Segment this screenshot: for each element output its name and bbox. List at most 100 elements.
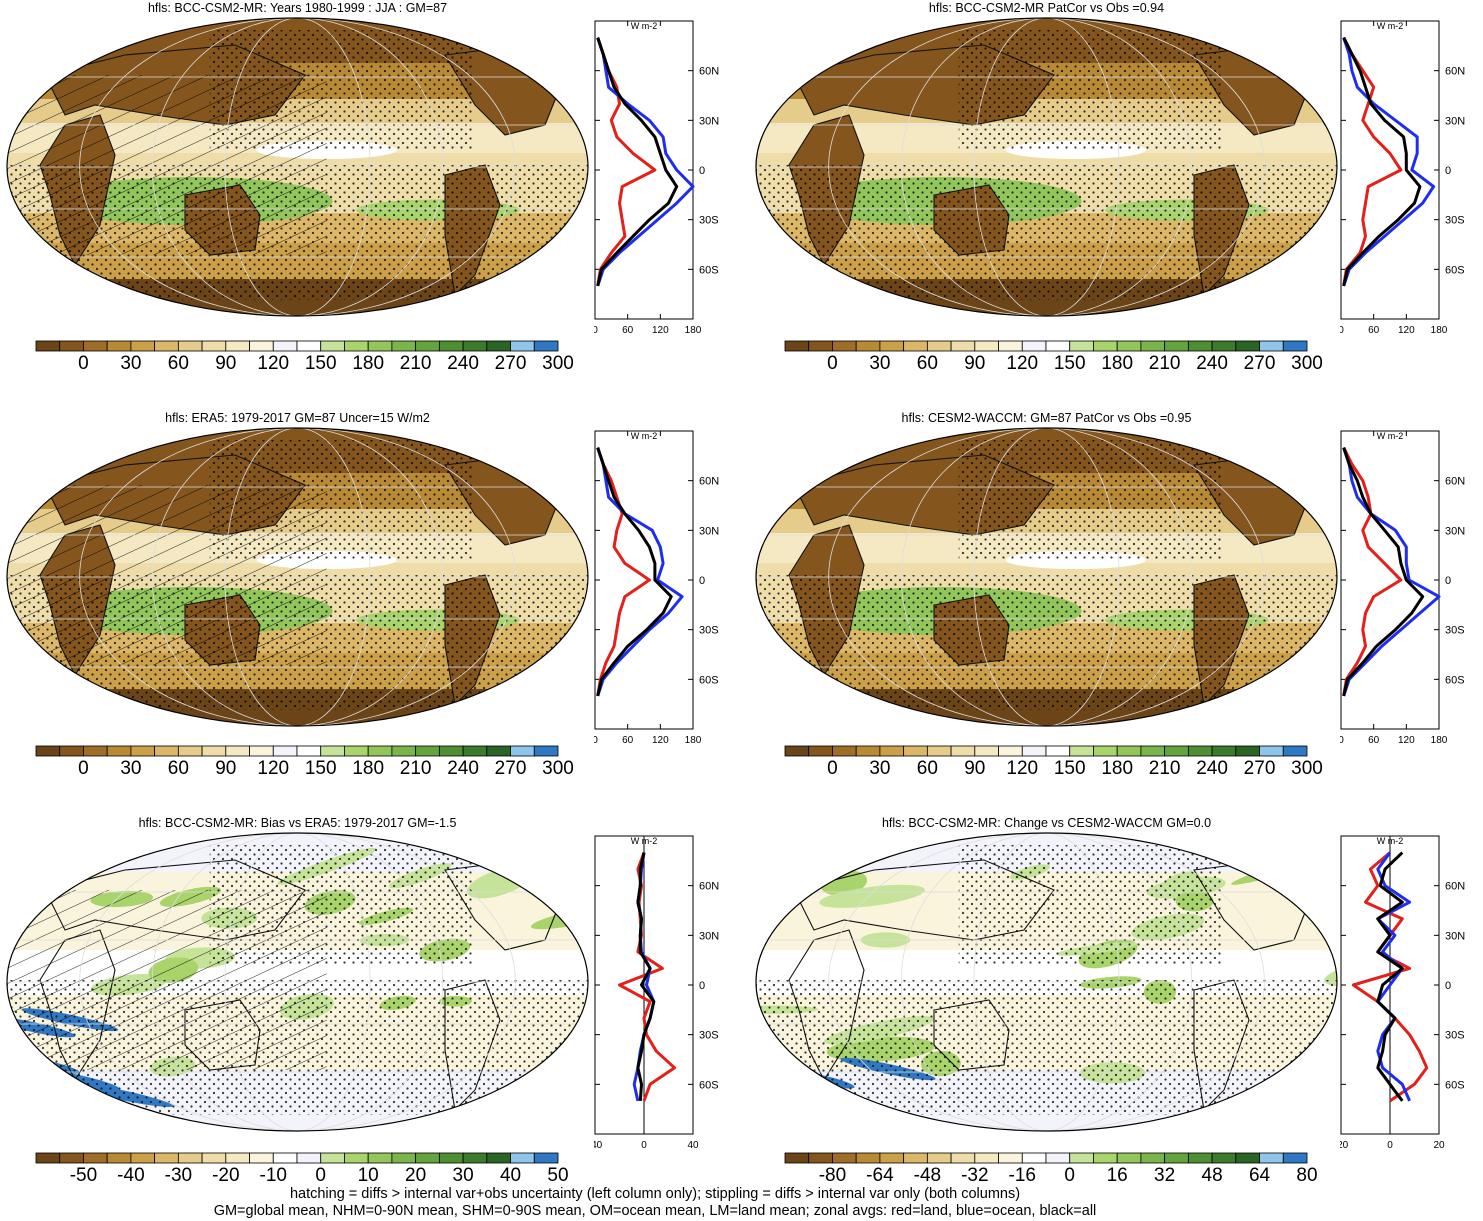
colorbar-tick-label: 0 bbox=[1064, 1165, 1076, 1186]
colorbar-tick-label: 90 bbox=[215, 353, 237, 374]
colorbar-tick-label: 270 bbox=[1243, 758, 1276, 779]
colorbar-swatch bbox=[272, 340, 298, 352]
y-tick-label: 0 bbox=[1445, 980, 1451, 992]
colorbar-swatch bbox=[510, 340, 535, 352]
y-tick-label: 30S bbox=[1445, 215, 1465, 227]
colorbar-swatch bbox=[510, 1152, 535, 1164]
zonal-series-all bbox=[596, 37, 679, 287]
x-tick-label: -20 bbox=[1340, 1140, 1349, 1151]
x-tick-label: 0 bbox=[594, 735, 598, 746]
x-tick-label: 20 bbox=[1433, 1140, 1445, 1151]
y-tick-label: 30N bbox=[1445, 115, 1465, 127]
x-tick-label: 60 bbox=[622, 735, 634, 746]
x-tick-label: 0 bbox=[594, 325, 598, 336]
colorbar-swatch bbox=[808, 340, 833, 352]
colorbar-swatch bbox=[1211, 745, 1237, 757]
colorbar-swatch bbox=[320, 340, 345, 352]
colorbar-tick-label: 64 bbox=[1248, 1165, 1271, 1186]
footer-line-1: hatching = diffs > internal var+obs unce… bbox=[289, 1186, 1021, 1202]
colorbar-tick-label: 240 bbox=[1196, 353, 1228, 374]
colorbar-tick-label: 180 bbox=[352, 353, 385, 374]
colorbar-tick-label: 60 bbox=[167, 353, 189, 374]
map-border bbox=[6, 427, 589, 727]
colorbar-swatch bbox=[784, 1152, 810, 1164]
colorbar-swatch bbox=[855, 745, 881, 757]
map-title: hfls: CESM2-WACCM: GM=87 PatCor vs Obs =… bbox=[901, 411, 1192, 425]
colorbar-swatch bbox=[998, 340, 1023, 352]
hatch-overlay bbox=[7, 75, 327, 255]
zonal-series-all bbox=[1376, 851, 1404, 1102]
colorbar-swatch bbox=[510, 745, 535, 757]
y-tick-label: 0 bbox=[699, 980, 705, 992]
stipple-overlay bbox=[756, 165, 1337, 300]
colorbar-swatch bbox=[249, 745, 274, 757]
x-tick-label: -40 bbox=[594, 1140, 603, 1151]
colorbar-swatch bbox=[59, 340, 84, 352]
colorbar-swatch bbox=[272, 745, 298, 757]
colorbar-tick-label: 0 bbox=[827, 353, 838, 374]
colorbar-tick-label: 270 bbox=[494, 758, 527, 779]
colorbar-tick-label: 120 bbox=[257, 353, 290, 374]
colorbar-tick-label: 240 bbox=[447, 758, 479, 779]
colorbar-swatch bbox=[1259, 745, 1284, 757]
colorbar-swatch bbox=[926, 340, 952, 352]
y-tick-label: 30N bbox=[1445, 930, 1465, 942]
colorbar-tick-label: -64 bbox=[866, 1165, 894, 1186]
graticule-line bbox=[224, 18, 371, 316]
colorbar-swatch bbox=[1282, 1152, 1308, 1164]
stipple-overlay bbox=[756, 575, 1337, 710]
colorbar-swatch bbox=[1164, 745, 1189, 757]
anomaly-blob bbox=[417, 830, 533, 833]
world-map bbox=[6, 17, 589, 317]
x-tick-label: 40 bbox=[687, 1140, 699, 1151]
colorbar-swatch bbox=[855, 340, 881, 352]
y-tick-label: 0 bbox=[699, 165, 705, 177]
y-tick-label: 60N bbox=[699, 66, 719, 78]
colorbar-swatch bbox=[225, 745, 250, 757]
colorbar-swatch bbox=[296, 340, 322, 352]
world-map bbox=[755, 832, 1338, 1132]
x-tick-label: 180 bbox=[1431, 325, 1448, 336]
colorbar-swatch bbox=[1116, 340, 1142, 352]
colorbar-tick-label: 80 bbox=[1296, 1165, 1318, 1186]
colorbar-tick-label: 0 bbox=[827, 758, 838, 779]
colorbar-tick-label: 300 bbox=[542, 353, 574, 374]
colorbar-swatch bbox=[1211, 340, 1237, 352]
zonal-frame bbox=[1340, 20, 1440, 320]
colorbar-tick-label: 210 bbox=[1148, 758, 1181, 779]
colorbar-tick-label: 90 bbox=[964, 353, 986, 374]
colorbar-swatch bbox=[1164, 1152, 1189, 1164]
anomaly-blob bbox=[819, 884, 925, 908]
colorbar-tick-label: 10 bbox=[357, 1165, 379, 1186]
colorbar-swatch bbox=[1235, 340, 1260, 352]
zonal-series-all bbox=[636, 852, 656, 1102]
colorbar-tick-label: -48 bbox=[913, 1165, 942, 1186]
colorbar-swatch bbox=[462, 340, 488, 352]
colorbar bbox=[784, 745, 1308, 757]
colorbar-tick-label: 30 bbox=[452, 1165, 474, 1186]
y-tick-label: 30S bbox=[1445, 625, 1465, 637]
colorbar-swatch bbox=[391, 1152, 417, 1164]
map-border bbox=[6, 17, 589, 317]
map-title: hfls: BCC-CSM2-MR: Change vs CESM2-WACCM… bbox=[881, 816, 1212, 830]
colorbar-swatch bbox=[1259, 340, 1284, 352]
colorbar-swatch bbox=[1045, 340, 1071, 352]
colorbar-swatch bbox=[1093, 340, 1118, 352]
colorbar-tick-label: 0 bbox=[78, 353, 89, 374]
colorbar-swatch bbox=[1282, 340, 1308, 352]
colorbar-tick-label: 120 bbox=[257, 758, 290, 779]
stipple-overlay bbox=[958, 845, 1222, 965]
colorbar-swatch bbox=[974, 745, 999, 757]
map-border bbox=[755, 17, 1338, 317]
world-map bbox=[6, 830, 589, 1132]
map-border bbox=[755, 832, 1338, 1132]
colorbar-tick-label: 16 bbox=[1106, 1165, 1128, 1186]
colorbar-swatch bbox=[1235, 745, 1260, 757]
map-title: hfls: BCC-CSM2-MR: Bias vs ERA5: 1979-20… bbox=[138, 816, 457, 830]
colorbar-swatch bbox=[415, 1152, 440, 1164]
unit-label: W m-2 bbox=[631, 431, 658, 441]
colorbar-tick-label: 270 bbox=[494, 353, 527, 374]
colorbar-swatch bbox=[35, 340, 61, 352]
y-tick-label: 60N bbox=[1445, 476, 1465, 488]
colorbar-swatch bbox=[83, 1152, 108, 1164]
